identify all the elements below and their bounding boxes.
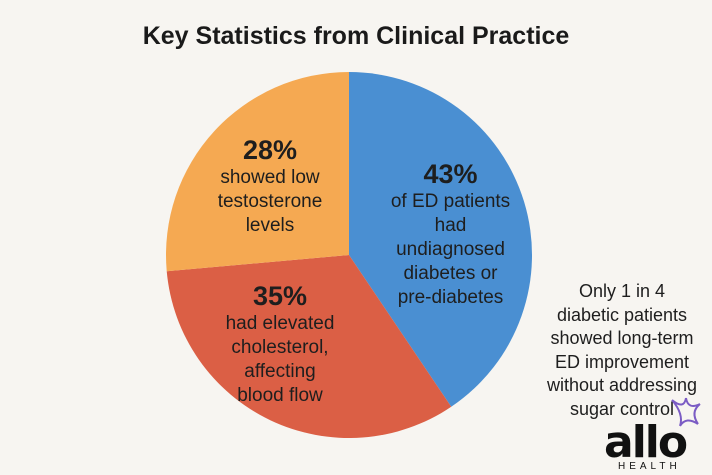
slice-percent: 43% bbox=[423, 159, 478, 189]
annotation-note: Only 1 in 4 diabetic patients showed lon… bbox=[546, 281, 698, 419]
slice-percent: 28% bbox=[242, 135, 298, 165]
slice-description: showed low testosterone levels bbox=[217, 167, 323, 236]
logo-word: allo bbox=[604, 417, 688, 468]
logo-subtext: HEALTH bbox=[618, 461, 681, 472]
slice-description: had elevated cholesterol, affecting bloo… bbox=[225, 313, 335, 406]
pie-slice-0 bbox=[349, 72, 533, 407]
slice-label-testosterone: 28% showed low testosterone levels bbox=[205, 134, 335, 238]
sparkle-icon bbox=[671, 397, 701, 427]
slice-label-cholesterol: 35% had elevated cholesterol, affecting … bbox=[210, 280, 350, 408]
slice-label-diabetes: 43% of ED patients had undiagnosed diabe… bbox=[378, 158, 523, 310]
pie-slice-2 bbox=[166, 72, 349, 272]
allo-health-logo: allo HEALTH bbox=[604, 397, 708, 474]
chart-title: Key Statistics from Clinical Practice bbox=[142, 22, 570, 50]
slice-percent: 35% bbox=[252, 281, 308, 311]
slice-description: of ED patients had undiagnosed diabetes … bbox=[390, 191, 511, 308]
pie-slice-1 bbox=[166, 255, 452, 438]
